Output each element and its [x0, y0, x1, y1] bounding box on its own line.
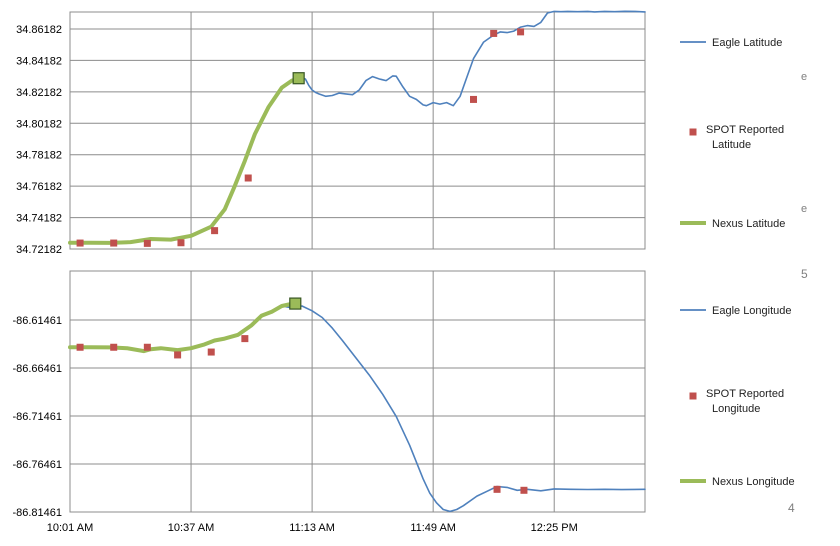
spot-reported-point: [211, 227, 219, 235]
legend-entry-label: SPOT Reported Longitude: [706, 388, 784, 415]
x-tick-label: 11:13 AM: [289, 522, 335, 534]
y-tick-label: 34.74182: [16, 213, 62, 225]
series-line-nexus-longitude: [68, 301, 298, 354]
y-tick-label: 34.78182: [16, 150, 62, 162]
spot-reported-point: [174, 351, 182, 359]
nexus-current-position-marker: [292, 72, 305, 85]
latitude-legend: Eagle Latitude SPOT Reported Latitude Nexus…: [680, 37, 785, 230]
y-tick-label: -86.81461: [12, 507, 62, 519]
longitude-legend: Eagle Longitude SPOT Reported Longitude Nex…: [680, 305, 795, 488]
spot-reported-point: [520, 486, 528, 494]
latitude-panel: 34.86182 34.84182 34.82182 34.80182 34.78182…: [16, 10, 646, 256]
y-tick-label: 34.84182: [16, 55, 62, 67]
plot-area-frame: [69, 11, 646, 250]
stray-label-e-lower: e: [801, 203, 807, 215]
legend-swatch-spot: [689, 128, 697, 136]
page-number-4: 4: [788, 501, 795, 515]
legend-entry-label: Eagle Longitude: [712, 305, 792, 317]
nexus-current-position-marker: [289, 297, 302, 310]
x-axis-tick-labels: 10:01 AM 10:37 AM 11:13 AM 11:49 AM 12:25 PM: [47, 522, 578, 534]
legend-entry-label: Eagle Latitude: [712, 37, 782, 49]
y-tick-label: -86.66461: [12, 363, 62, 375]
y-tick-label: 34.72182: [16, 244, 62, 256]
series-line-nexus-latitude: [68, 76, 301, 245]
spot-reported-point: [490, 29, 498, 37]
spot-reported-point: [517, 28, 525, 36]
spot-reported-point: [207, 348, 215, 356]
y-tick-label: -86.61461: [12, 315, 62, 327]
y-tick-label: -86.71461: [12, 411, 62, 423]
spot-reported-point: [110, 239, 118, 247]
spot-reported-point: [244, 174, 252, 182]
spot-reported-point: [110, 343, 118, 351]
spot-reported-point: [76, 343, 84, 351]
spot-reported-point: [143, 239, 151, 247]
series-line-eagle-longitude: [69, 305, 646, 513]
legend-entry-label: SPOT Reported Latitude: [706, 124, 784, 151]
longitude-panel: -86.61461 -86.66461 -86.71461 -86.76461 -86.…: [12, 270, 646, 519]
legend-swatch-spot: [689, 392, 697, 400]
plot-area-frame: [69, 270, 646, 513]
y-tick-label: -86.76461: [12, 459, 62, 471]
spot-reported-point: [177, 239, 185, 247]
spot-reported-point: [241, 335, 249, 343]
stray-label-e-upper: e: [801, 71, 807, 83]
spot-reported-point: [76, 239, 84, 247]
y-tick-label: 34.76182: [16, 181, 62, 193]
series-line-eagle-latitude: [69, 10, 646, 244]
page-number-5: 5: [801, 267, 808, 281]
legend-entry-label: Nexus Latitude: [712, 218, 785, 230]
y-tick-label: 34.86182: [16, 24, 62, 36]
y-tick-label: 34.80182: [16, 118, 62, 130]
y-tick-label: 34.82182: [16, 87, 62, 99]
x-tick-label: 10:01 AM: [47, 522, 93, 534]
spot-reported-point: [470, 95, 478, 103]
x-tick-label: 11:49 AM: [410, 522, 456, 534]
spot-reported-point: [143, 343, 151, 351]
x-tick-label: 12:25 PM: [531, 522, 578, 534]
spot-reported-point: [493, 485, 501, 493]
legend-entry-label: Nexus Longitude: [712, 476, 795, 488]
x-tick-label: 10:37 AM: [168, 522, 214, 534]
